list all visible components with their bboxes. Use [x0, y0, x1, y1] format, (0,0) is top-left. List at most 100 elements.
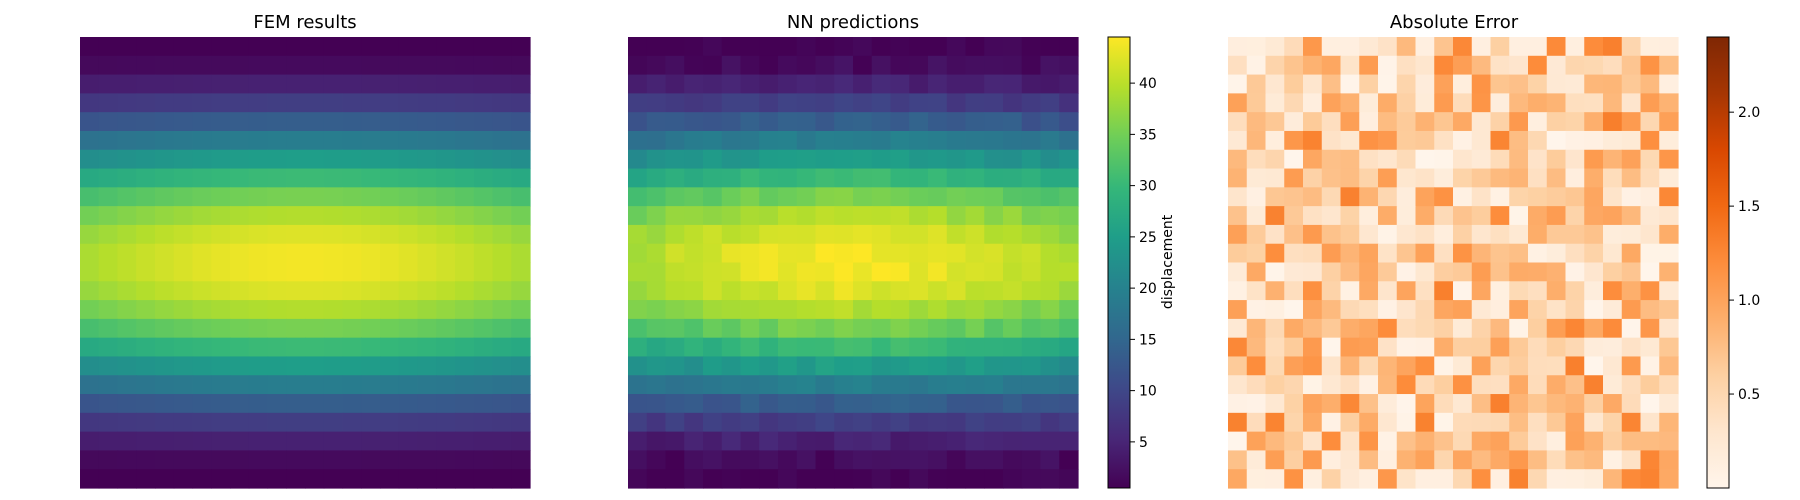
heatmap-cell	[1415, 130, 1435, 151]
heatmap-cell	[473, 337, 494, 358]
heatmap-cell	[909, 112, 929, 132]
heatmap-cell	[305, 300, 325, 320]
heatmap-cell	[1040, 168, 1060, 188]
heatmap-cell	[117, 112, 137, 132]
heatmap-cell	[473, 281, 494, 301]
heatmap-cell	[1415, 262, 1435, 282]
heatmap-cell	[646, 74, 667, 94]
heatmap-cell	[1040, 450, 1060, 470]
heatmap-cell	[192, 356, 212, 376]
heatmap-cell	[778, 469, 798, 489]
heatmap-cell	[398, 243, 419, 264]
heatmap-cell	[1003, 412, 1023, 433]
heatmap-cell	[1340, 112, 1360, 132]
heatmap-cell	[1359, 130, 1379, 151]
heatmap-cell	[665, 130, 685, 151]
heatmap-cell	[136, 356, 156, 376]
heatmap-cell	[1415, 168, 1435, 188]
heatmap-cell	[1640, 74, 1660, 94]
heatmap-cell	[646, 130, 667, 151]
heatmap-cell	[778, 74, 798, 94]
heatmap-cell	[909, 394, 929, 414]
heatmap-cell	[173, 168, 194, 188]
heatmap-cell	[1565, 262, 1585, 282]
heatmap-cell	[1584, 187, 1604, 207]
heatmap-cell	[1490, 130, 1510, 151]
heatmap-cell	[665, 356, 685, 376]
heatmap-cell	[1303, 356, 1323, 376]
heatmap-cell	[492, 262, 512, 282]
heatmap-cell	[1059, 431, 1079, 452]
heatmap-cell	[1059, 281, 1079, 301]
heatmap-cell	[778, 168, 798, 188]
heatmap-cell	[909, 450, 929, 470]
heatmap-cell	[1640, 243, 1660, 264]
heatmap-cell	[455, 450, 475, 470]
heatmap-cell	[473, 149, 494, 170]
heatmap-cell	[398, 469, 419, 489]
heatmap-cell	[1284, 243, 1304, 264]
heatmap-cell	[1303, 243, 1323, 264]
heatmap-cell	[230, 112, 250, 132]
heatmap-cell	[815, 318, 835, 339]
absolute-error-title: Absolute Error	[1390, 12, 1519, 33]
heatmap-cell	[796, 130, 817, 151]
heatmap-cell	[342, 130, 362, 151]
heatmap-cell	[684, 262, 704, 282]
heatmap-cell	[267, 318, 287, 339]
heatmap-cell	[1303, 318, 1323, 339]
heatmap-cell	[1321, 37, 1342, 57]
heatmap-cell	[965, 412, 985, 433]
heatmap-cell	[721, 281, 742, 301]
heatmap-cell	[1415, 394, 1435, 414]
heatmap-cell	[1528, 394, 1548, 414]
heatmap-cell	[417, 300, 437, 320]
heatmap-cell	[1434, 224, 1454, 245]
heatmap-cell	[155, 394, 175, 414]
heatmap-cell	[305, 412, 325, 433]
heatmap-cell	[721, 469, 742, 489]
heatmap-cell	[1040, 187, 1060, 207]
heatmap-cell	[646, 37, 667, 57]
heatmap-cell	[361, 149, 381, 170]
heatmap-cell	[684, 431, 704, 452]
heatmap-cell	[759, 130, 779, 151]
heatmap-cell	[1528, 243, 1548, 264]
heatmap-cell	[759, 93, 779, 113]
heatmap-cell	[1546, 375, 1567, 395]
heatmap-cell	[1265, 149, 1285, 170]
heatmap-cell	[1040, 412, 1060, 433]
heatmap-cell	[1303, 224, 1323, 245]
heatmap-cell	[511, 37, 531, 57]
heatmap-cell	[796, 375, 817, 395]
heatmap-cell	[1340, 243, 1360, 264]
heatmap-cell	[155, 224, 175, 245]
heatmap-cell	[1378, 412, 1398, 433]
heatmap-cell	[703, 187, 723, 207]
heatmap-cell	[1396, 112, 1417, 132]
heatmap-cell	[1640, 130, 1660, 151]
heatmap-cell	[192, 112, 212, 132]
heatmap-cell	[1621, 469, 1642, 489]
heatmap-cell	[1546, 281, 1567, 301]
heatmap-cell	[1265, 412, 1285, 433]
heatmap-cell	[1659, 337, 1679, 358]
heatmap-cell	[323, 243, 344, 264]
heatmap-cell	[1284, 469, 1304, 489]
heatmap-cell	[1228, 356, 1248, 376]
heatmap-cell	[1284, 93, 1304, 113]
heatmap-cell	[815, 93, 835, 113]
heatmap-cell	[1434, 206, 1454, 226]
heatmap-cell	[721, 450, 742, 470]
heatmap-cell	[436, 224, 456, 245]
heatmap-cell	[853, 450, 873, 470]
heatmap-cell	[1640, 206, 1660, 226]
heatmap-cell	[230, 337, 250, 358]
heatmap-cell	[436, 74, 456, 94]
heatmap-cell	[1546, 318, 1567, 339]
heatmap-cell	[1584, 394, 1604, 414]
heatmap-cell	[1396, 469, 1417, 489]
heatmap-cell	[1359, 394, 1379, 414]
heatmap-cell	[436, 149, 456, 170]
